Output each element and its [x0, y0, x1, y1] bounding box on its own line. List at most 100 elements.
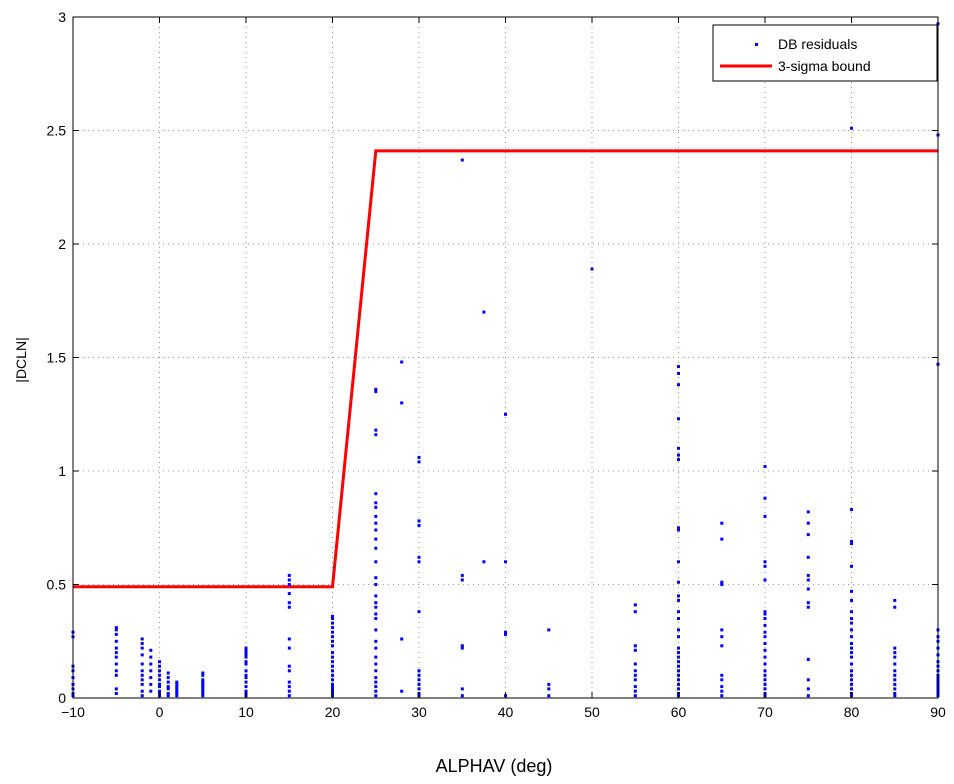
data-point — [140, 673, 144, 677]
x-tick-label: 60 — [671, 704, 687, 720]
data-point — [504, 630, 507, 634]
data-point — [806, 573, 810, 577]
x-tick-labels: −10 0 10 20 30 40 50 60 70 80 90 — [61, 704, 946, 720]
data-point — [201, 687, 205, 691]
data-point — [374, 390, 378, 394]
data-point — [114, 632, 118, 636]
data-point — [140, 642, 144, 645]
data-point — [763, 617, 767, 620]
grid-lines — [73, 17, 938, 698]
data-point — [114, 626, 118, 630]
data-point — [590, 267, 594, 271]
data-point — [806, 521, 810, 525]
data-point — [677, 365, 680, 369]
y-tick-labels: 0 0.5 1 1.5 2 2.5 3 — [47, 9, 67, 706]
data-point — [149, 682, 153, 686]
data-point — [850, 646, 853, 650]
data-point — [677, 687, 680, 691]
data-point — [893, 651, 897, 655]
data-point — [677, 660, 680, 664]
data-point — [720, 635, 724, 639]
data-point — [140, 682, 144, 686]
legend-box — [712, 24, 938, 82]
data-point — [244, 651, 248, 655]
data-point — [417, 460, 421, 464]
data-point — [175, 685, 179, 689]
data-point — [140, 637, 144, 641]
data-point — [149, 648, 153, 652]
data-point — [374, 387, 378, 391]
y-tick-label: 2 — [58, 236, 66, 252]
data-point — [850, 669, 853, 673]
data-point — [763, 564, 767, 568]
data-point — [677, 669, 680, 673]
data-point — [850, 635, 853, 639]
data-point — [460, 573, 464, 577]
data-point — [677, 664, 680, 668]
data-point — [763, 560, 767, 564]
data-point — [331, 630, 334, 634]
data-point — [114, 687, 118, 691]
data-point — [763, 465, 767, 468]
data-point — [893, 673, 897, 677]
data-point — [893, 655, 897, 659]
x-tick-label: 30 — [411, 704, 427, 720]
data-point — [720, 583, 724, 586]
data-point — [331, 685, 334, 689]
data-point — [850, 539, 853, 543]
data-point — [677, 526, 680, 530]
data-point — [114, 692, 118, 695]
data-point — [287, 601, 291, 605]
data-point — [763, 669, 767, 673]
data-point — [374, 694, 378, 698]
data-point — [677, 598, 680, 602]
data-point — [677, 635, 680, 639]
data-point — [893, 682, 897, 686]
data-point — [850, 642, 853, 645]
bound-line — [73, 149, 938, 589]
axis-ticks — [72, 16, 939, 699]
data-point — [633, 669, 637, 673]
data-point — [244, 662, 248, 666]
data-point — [201, 689, 205, 693]
data-point — [374, 689, 378, 693]
data-point — [374, 646, 378, 650]
x-tick-label: 10 — [238, 704, 254, 720]
data-point — [763, 610, 767, 614]
data-point — [633, 678, 637, 682]
data-point — [201, 694, 205, 698]
data-point — [460, 687, 464, 691]
data-point — [374, 546, 378, 550]
data-point — [201, 685, 205, 689]
data-point — [763, 682, 767, 686]
data-point — [850, 678, 853, 682]
data-point — [633, 662, 637, 666]
data-point — [806, 678, 810, 682]
data-point — [140, 678, 144, 682]
data-point — [763, 578, 767, 582]
data-point — [850, 651, 853, 655]
y-tick-label: 2.5 — [47, 123, 67, 139]
data-point — [149, 655, 153, 659]
data-point — [633, 610, 637, 614]
data-point — [720, 628, 724, 632]
data-point — [374, 601, 378, 605]
data-point — [417, 519, 421, 523]
data-point — [374, 521, 378, 525]
data-point — [460, 578, 464, 582]
data-point — [417, 560, 421, 564]
data-point — [850, 621, 853, 625]
data-point — [460, 646, 464, 650]
data-point — [893, 605, 897, 609]
data-point — [287, 685, 291, 689]
data-point — [114, 646, 118, 650]
data-point — [677, 628, 680, 632]
data-point — [374, 680, 378, 684]
data-point — [806, 510, 810, 514]
data-point — [374, 505, 378, 509]
x-tick-label: −10 — [61, 704, 85, 720]
data-point — [763, 648, 767, 652]
data-point — [677, 682, 680, 686]
data-point — [720, 521, 724, 525]
data-point — [140, 653, 144, 657]
